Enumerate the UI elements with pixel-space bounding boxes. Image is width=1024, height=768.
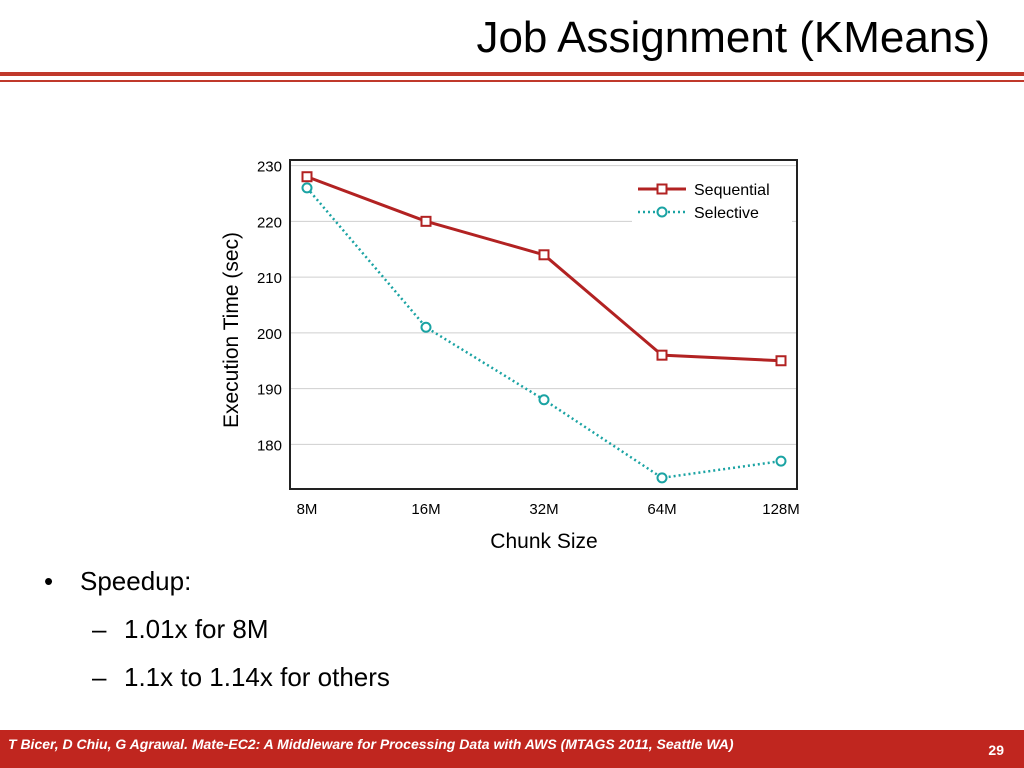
y-axis-label: Execution Time (sec) xyxy=(220,232,243,428)
point-selective xyxy=(538,394,550,406)
plot-frame xyxy=(289,159,798,490)
x-tick-label: 64M xyxy=(647,501,676,518)
title-rule xyxy=(0,72,1024,76)
point-sequential xyxy=(775,355,787,367)
page-number: 29 xyxy=(988,742,1004,758)
bullet-text: Speedup: xyxy=(80,566,192,596)
point-sequential xyxy=(301,171,313,183)
point-sequential xyxy=(420,215,432,227)
y-tick-label: 220 xyxy=(257,214,282,231)
x-axis-label: Chunk Size xyxy=(490,530,597,553)
y-tick-label: 200 xyxy=(257,326,282,343)
sub-bullet-item: –1.01x for 8M xyxy=(92,614,269,645)
legend-marker-selective xyxy=(656,206,668,218)
y-tick-label: 230 xyxy=(257,159,282,176)
x-tick-label: 8M xyxy=(297,501,318,518)
point-selective xyxy=(656,472,668,484)
point-selective xyxy=(420,321,432,333)
x-tick-label: 16M xyxy=(411,501,440,518)
x-tick-label: 32M xyxy=(529,501,558,518)
y-tick-label: 190 xyxy=(257,382,282,399)
legend-label-selective: Selective xyxy=(694,205,759,222)
x-tick-label: 128M xyxy=(762,501,800,518)
point-selective xyxy=(301,182,313,194)
bullet-item: • Speedup: xyxy=(44,566,191,597)
dash-icon: – xyxy=(92,614,107,644)
title-rule-thin xyxy=(0,80,1024,82)
y-tick-label: 180 xyxy=(257,437,282,454)
sub-bullet-text: 1.01x for 8M xyxy=(124,614,269,644)
point-sequential xyxy=(538,249,550,261)
sub-bullet-item: –1.1x to 1.14x for others xyxy=(92,662,390,693)
y-tick-label: 210 xyxy=(257,270,282,287)
footer-bar: T Bicer, D Chiu, G Agrawal. Mate-EC2: A … xyxy=(0,730,1024,768)
point-selective xyxy=(775,455,787,467)
point-sequential xyxy=(656,349,668,361)
sub-bullet-text: 1.1x to 1.14x for others xyxy=(124,662,390,692)
dash-icon: – xyxy=(92,662,107,692)
legend-marker-sequential xyxy=(656,183,668,195)
slide-title: Job Assignment (KMeans) xyxy=(476,13,990,62)
legend-label-sequential: Sequential xyxy=(694,182,770,199)
footer-citation: T Bicer, D Chiu, G Agrawal. Mate-EC2: A … xyxy=(8,736,734,752)
bullet-dot-icon: • xyxy=(44,566,54,596)
line-chart: 180 190 200 210 220 230 8M 16M 32M 64M 128M Sequen… xyxy=(220,159,800,553)
